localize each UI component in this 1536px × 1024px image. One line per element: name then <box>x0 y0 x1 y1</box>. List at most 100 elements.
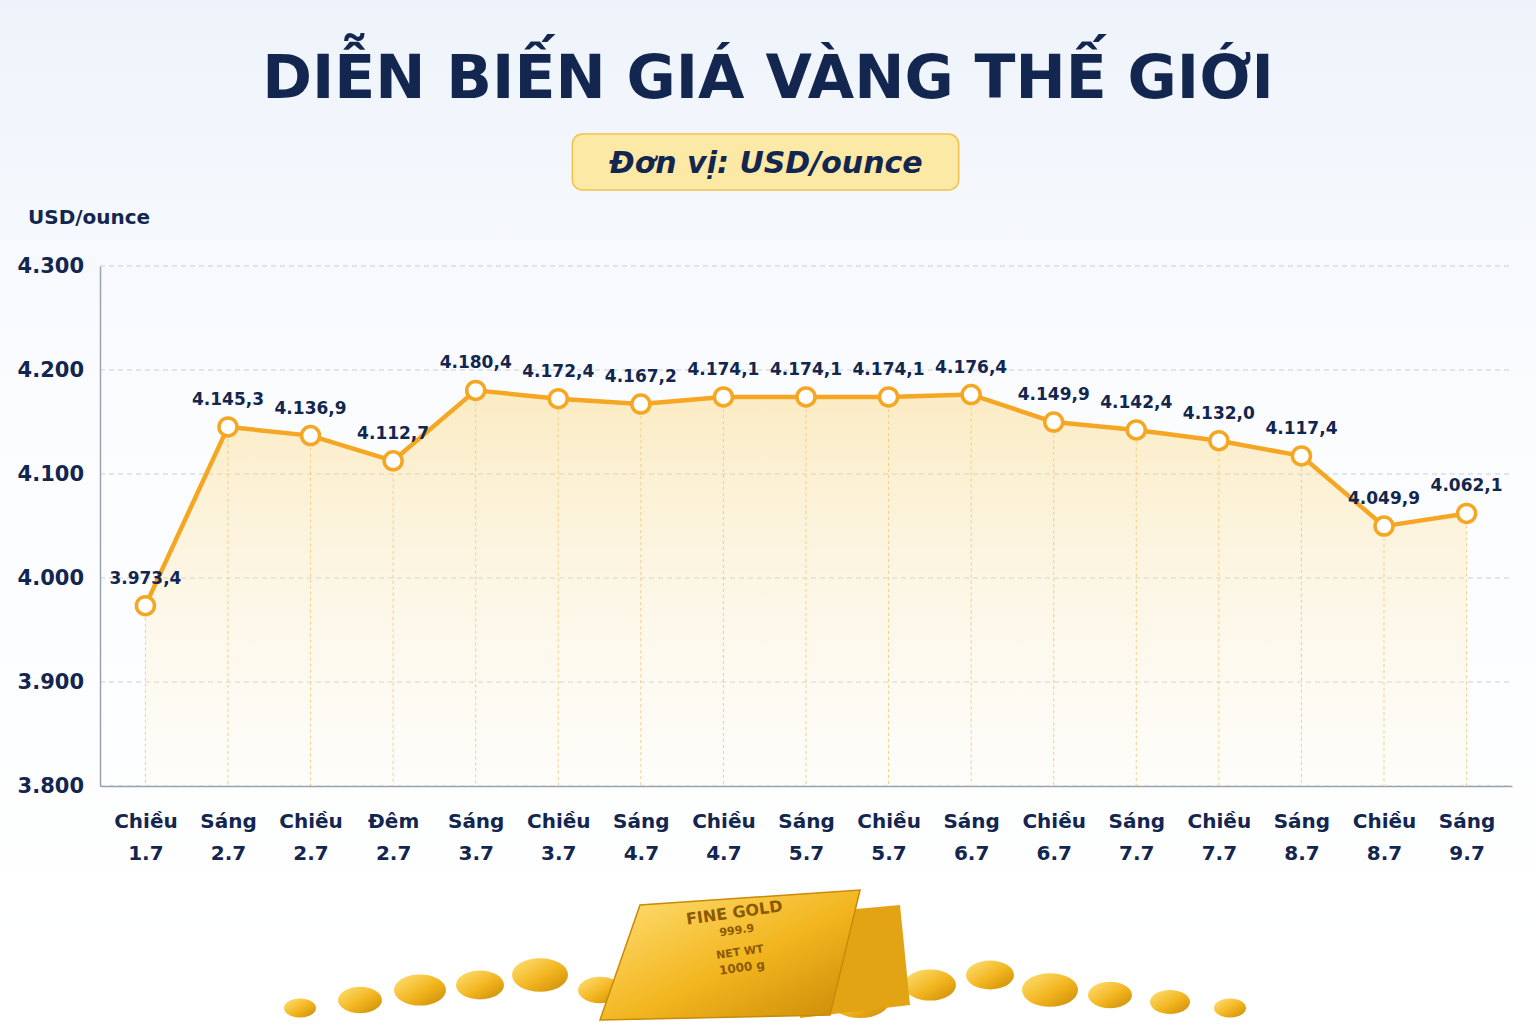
drop-line <box>640 404 641 786</box>
data-label: 4.174,1 <box>770 359 842 379</box>
x-tick: Chiều4.7 <box>692 786 756 865</box>
y-axis: 3.800 3.900 4.000 4.100 4.200 4.300 <box>18 254 101 798</box>
y-tick: 4.100 <box>18 462 100 486</box>
drop-line <box>227 427 228 786</box>
drop-line <box>1218 441 1219 786</box>
x-tick-label: Sáng3.7 <box>448 809 504 865</box>
marker <box>1127 421 1145 439</box>
data-label: 4.172,4 <box>522 361 594 381</box>
marker <box>219 418 237 436</box>
data-label: 4.176,4 <box>935 357 1007 377</box>
drop-line <box>145 606 146 786</box>
data-label: 4.062,1 <box>1431 475 1503 495</box>
x-tick: Đêm2.7 <box>368 786 419 865</box>
x-tick-label: Chiều7.7 <box>1188 809 1252 865</box>
x-tick-label: Sáng6.7 <box>943 809 999 865</box>
y-tick-label: 4.200 <box>18 358 84 382</box>
subtitle-box <box>572 134 958 190</box>
y-tick-label: 4.000 <box>18 566 84 590</box>
drop-line <box>723 397 724 786</box>
drop-line <box>310 436 311 786</box>
x-tick-label: Sáng9.7 <box>1439 809 1495 865</box>
marker <box>467 381 485 399</box>
gold-nugget <box>512 958 568 992</box>
drop-line <box>1466 513 1467 786</box>
data-label: 4.132,0 <box>1183 403 1255 423</box>
gold-nugget <box>338 987 382 1013</box>
x-tick: Sáng8.7 <box>1274 786 1330 865</box>
x-tick-label: Chiều3.7 <box>527 809 591 865</box>
x-tick-label: Sáng4.7 <box>613 809 669 865</box>
x-tick-label: Sáng2.7 <box>200 809 256 865</box>
x-tick: Sáng9.7 <box>1439 786 1495 865</box>
gold-nugget <box>904 969 956 1000</box>
drop-line <box>888 397 889 786</box>
gold-nugget <box>1214 998 1246 1017</box>
drop-line <box>475 390 476 786</box>
data-label: 4.174,1 <box>687 359 759 379</box>
drop-line <box>1053 422 1054 786</box>
x-tick-label: Sáng7.7 <box>1109 809 1165 865</box>
x-tick-label: Đêm2.7 <box>368 809 419 865</box>
marker <box>384 452 402 470</box>
marker <box>1375 517 1393 535</box>
x-tick: Chiều5.7 <box>857 786 921 865</box>
background <box>0 0 1536 1024</box>
drop-line <box>806 397 807 786</box>
y-tick-label: 4.300 <box>18 254 84 278</box>
x-axis: Chiều1.7Sáng2.7Chiều2.7Đêm2.7Sáng3.7Chiề… <box>101 786 1513 865</box>
x-tick-label: Chiều1.7 <box>114 809 178 865</box>
gold-nugget <box>1088 982 1132 1008</box>
title: DIỄN BIẾN GIÁ VÀNG THẾ GIỚI <box>262 33 1274 112</box>
x-tick: Sáng7.7 <box>1109 786 1165 865</box>
marker <box>136 597 154 615</box>
marker <box>632 395 650 413</box>
gold-nugget <box>284 998 316 1017</box>
grid-line <box>100 266 1512 267</box>
marker <box>962 386 980 404</box>
x-tick: Chiều6.7 <box>1022 786 1086 865</box>
gold-bar <box>600 890 860 1020</box>
gold-bar-text: 999.9 <box>719 922 755 940</box>
y-tick-label: 3.900 <box>18 670 84 694</box>
y-axis-title: USD/ounce <box>28 205 150 229</box>
marker <box>1045 413 1063 431</box>
y-tick: 4.200 <box>18 358 100 382</box>
marker <box>549 390 567 408</box>
x-tick-label: Chiều4.7 <box>692 809 756 865</box>
drop-line <box>393 461 394 786</box>
y-tick: 4.300 <box>18 254 100 278</box>
data-label: 4.180,4 <box>440 352 512 372</box>
y-tick: 3.800 <box>18 774 100 798</box>
y-tick: 4.000 <box>18 566 100 590</box>
line <box>145 390 1466 605</box>
data-label: 4.117,4 <box>1265 418 1337 438</box>
x-tick: Chiều1.7 <box>114 786 178 865</box>
data-label: 4.049,9 <box>1348 488 1420 508</box>
marker <box>797 388 815 406</box>
drop-line <box>1384 526 1385 786</box>
marker <box>1292 447 1310 465</box>
marker <box>302 427 320 445</box>
y-tick-label: 3.800 <box>18 774 84 798</box>
data-label: 4.145,3 <box>192 389 264 409</box>
gold-nugget <box>456 971 504 1000</box>
x-tick: Chiều3.7 <box>527 786 591 865</box>
gold-nugget <box>1150 990 1190 1014</box>
data-label: 4.112,7 <box>357 423 429 443</box>
x-tick-label: Sáng5.7 <box>778 809 834 865</box>
grid <box>100 266 1512 786</box>
gold-nugget <box>1022 973 1078 1007</box>
data-label: 4.174,1 <box>853 359 925 379</box>
drop-line <box>558 399 559 786</box>
x-tick: Sáng6.7 <box>943 786 999 865</box>
data-label: 3.973,4 <box>109 568 181 588</box>
area <box>145 390 1466 786</box>
x-tick-label: Chiều5.7 <box>857 809 921 865</box>
chart: DIỄN BIẾN GIÁ VÀNG THẾ GIỚIĐơn vị: USD/o… <box>0 0 1536 1024</box>
x-tick: Sáng3.7 <box>448 786 504 865</box>
x-tick: Sáng4.7 <box>613 786 669 865</box>
x-tick-label: Chiều6.7 <box>1022 809 1086 865</box>
plot-marks <box>136 381 1475 786</box>
gold-nugget <box>966 961 1014 990</box>
